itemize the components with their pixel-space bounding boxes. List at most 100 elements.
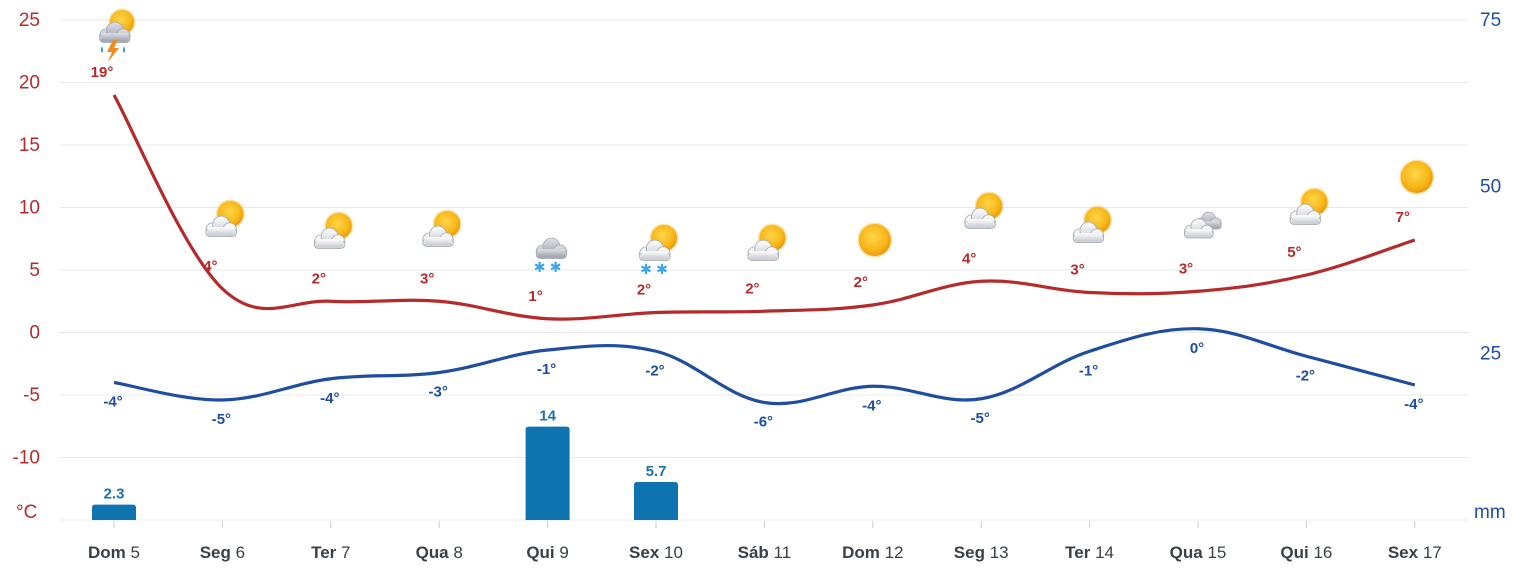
temperature-lines <box>112 94 1416 406</box>
min-temperature-line <box>113 327 1416 406</box>
y2-tick-label: 25 <box>1480 343 1501 364</box>
precipitation-value-label: 14 <box>539 408 556 425</box>
precipitation-bar <box>92 504 136 520</box>
day-number: 16 <box>1313 543 1332 562</box>
partly-cloudy-icon <box>747 223 787 261</box>
day-name: Ter <box>1065 543 1095 562</box>
cloudy-icon <box>1184 211 1222 239</box>
day-name: Qui <box>526 543 559 562</box>
x-tick-label: Dom 12 <box>842 543 903 562</box>
day-name: Dom <box>842 543 885 562</box>
x-tick-label: Sex 10 <box>629 543 683 562</box>
cloud-shape <box>313 227 346 249</box>
cloud-shape <box>1072 221 1105 243</box>
x-tick-label: Qua 15 <box>1170 543 1227 562</box>
cloud-fill <box>101 33 129 41</box>
day-name: Qui <box>1280 543 1313 562</box>
x-tick-label: Qui 9 <box>526 543 569 562</box>
x-tick-label: Seg 6 <box>200 543 245 562</box>
partly-cloudy-icon <box>422 209 462 247</box>
precipitation-bar <box>525 426 570 520</box>
cloud-shape <box>747 239 779 261</box>
min-temperature-label: -2° <box>1296 367 1315 384</box>
min-temperature-label: -1° <box>1079 362 1098 379</box>
y-axis-unit-celsius: °C <box>16 502 37 523</box>
cloud-fill <box>424 237 452 245</box>
cloud-shape <box>99 21 131 43</box>
lightning-bolt <box>107 40 119 62</box>
axes: °C mm -10 -5 0 5 10 15 20 25 25 50 75 <box>13 10 1506 523</box>
max-temperature-label: 2° <box>854 274 868 291</box>
cloud-shape <box>205 215 237 237</box>
cloud-fill <box>966 219 994 227</box>
x-tick-label: Seg 13 <box>954 543 1009 562</box>
cloud-fill <box>537 249 566 257</box>
cloud-snow-icon: ✱ ✱ <box>534 237 568 276</box>
min-temperature-label: -4° <box>1404 396 1423 413</box>
x-tick-label: Qua 8 <box>416 543 463 562</box>
min-temperature-label: -1° <box>537 361 556 378</box>
sun-cloud-thunder-rain-icon <box>99 8 136 62</box>
day-name: Qua <box>1170 543 1208 562</box>
max-temperature-line <box>112 94 1416 321</box>
max-temperature-label: 3° <box>1070 262 1084 279</box>
max-temperature-label: 19° <box>91 64 114 81</box>
y-tick-label: 25 <box>19 10 40 31</box>
day-name: Sex <box>1388 543 1423 562</box>
snowflake: ✱ <box>550 260 562 276</box>
precipitation-value-label: 5.7 <box>646 463 667 480</box>
x-tick-label: Dom 5 <box>88 543 140 562</box>
max-temperature-label: 5° <box>1287 244 1301 261</box>
min-temperature-label: -3° <box>429 384 448 401</box>
grid-lines <box>60 19 1468 528</box>
min-temperature-label: -2° <box>645 362 664 379</box>
y2-tick-label: 50 <box>1480 177 1501 198</box>
cloud-shape <box>639 239 671 261</box>
y2-tick-label: 75 <box>1480 10 1501 31</box>
x-axis-labels: Dom 5 Seg 6 Ter 7 Qua 8 Qui 9 Sex 10 Sáb 11 Dom… <box>88 543 1442 562</box>
y-tick-label: 0 <box>29 323 40 344</box>
y-tick-label: 10 <box>19 198 40 219</box>
weather-icons: ✱ ✱ ✱ ✱ <box>99 8 1435 278</box>
min-temperature-label: -4° <box>862 397 881 414</box>
sun-icon <box>1399 159 1435 195</box>
partly-cloudy-icon <box>1289 187 1329 225</box>
day-number: 7 <box>341 543 350 562</box>
max-temperature-label: 7° <box>1396 209 1410 226</box>
sun-disc <box>858 224 891 256</box>
data-labels: 2.3 14 5.7 19° 4° 2° 3° 1° 2° 2° 2° 4° 3° 3° 5° 7° -4° -5… <box>91 64 1424 503</box>
min-temperature-label: -4° <box>320 390 339 407</box>
precipitation-bar <box>634 482 678 520</box>
day-name: Ter <box>311 543 341 562</box>
partly-cloudy-snow-icon: ✱ ✱ <box>639 223 679 278</box>
snowflake: ✱ <box>534 260 546 276</box>
min-temperature-label: -5° <box>212 411 231 428</box>
cloud-fill <box>207 227 235 235</box>
y-tick-label: 15 <box>19 135 40 156</box>
cloud-fill <box>1291 215 1319 223</box>
y-tick-label: 5 <box>29 260 40 281</box>
day-name: Sáb <box>738 543 774 562</box>
day-number: 12 <box>885 543 904 562</box>
min-temperature-label: 0° <box>1190 340 1204 357</box>
precipitation-value-label: 2.3 <box>104 486 125 503</box>
cloud-fill <box>641 251 669 259</box>
day-name: Seg <box>954 543 990 562</box>
day-number: 15 <box>1207 543 1226 562</box>
cloud-shape <box>422 225 454 247</box>
day-number: 6 <box>236 543 245 562</box>
min-temperature-label: -6° <box>754 414 773 431</box>
day-name: Sex <box>629 543 664 562</box>
max-temperature-label: 4° <box>203 258 217 275</box>
y-tick-label: -10 <box>13 448 40 469</box>
sun-disc <box>1400 161 1433 193</box>
max-temperature-label: 3° <box>1179 260 1193 277</box>
raindrop <box>123 46 125 53</box>
day-number: 14 <box>1095 543 1114 562</box>
max-temperature-label: 4° <box>962 250 976 267</box>
max-temperature-label: 2° <box>637 282 651 299</box>
day-number: 13 <box>990 543 1009 562</box>
cloud-fill <box>1186 229 1212 237</box>
raindrop <box>101 46 103 53</box>
